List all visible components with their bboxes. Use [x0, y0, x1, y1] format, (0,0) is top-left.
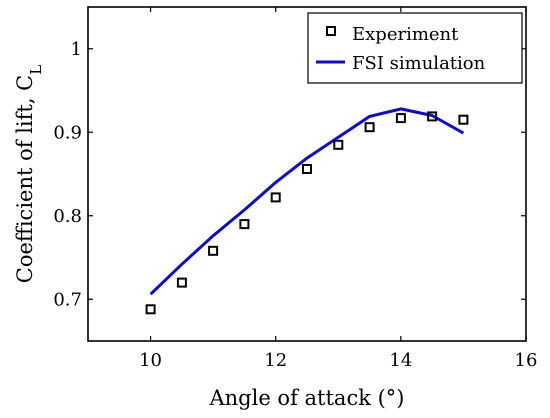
series-line-fsi-simulation — [149, 107, 465, 296]
data-point-experiment — [176, 277, 187, 288]
x-tick-label: 10 — [139, 350, 162, 371]
data-point-experiment — [208, 245, 219, 256]
x-tick-label: 12 — [264, 350, 287, 371]
y-axis-title: Coefficient of lift, CL — [13, 65, 45, 283]
x-tick-label: 14 — [389, 350, 412, 371]
legend-marker-experiment — [326, 26, 336, 36]
y-tick-labels: 0.7 0.8 0.9 1 — [53, 39, 82, 311]
data-point-experiment — [458, 114, 469, 125]
y-tick-label: 0.9 — [53, 122, 82, 143]
y-tick-label: 0.7 — [53, 289, 82, 310]
y-axis-title-subscript: L — [27, 65, 45, 75]
x-tick-label: 16 — [515, 350, 538, 371]
data-point-experiment — [333, 139, 344, 150]
y-tick-label: 0.8 — [53, 206, 82, 227]
data-point-experiment — [427, 111, 438, 122]
legend: Experiment FSI simulation — [307, 12, 523, 84]
y-axis-title-text: Coefficient of lift, C — [13, 75, 37, 283]
data-point-experiment — [302, 164, 312, 174]
legend-label-experiment: Experiment — [352, 24, 459, 45]
plot-frame — [87, 6, 527, 342]
data-point-experiment — [270, 192, 281, 203]
data-point-experiment — [395, 113, 406, 124]
data-point-experiment — [239, 219, 250, 230]
x-axis-title: Angle of attack (°) — [208, 386, 404, 410]
data-point-experiment — [364, 122, 375, 133]
data-point-experiment — [145, 304, 156, 315]
legend-label-fsi: FSI simulation — [352, 53, 486, 74]
x-tick-labels: 10 12 14 16 — [139, 350, 537, 371]
legend-box — [307, 12, 523, 84]
y-tick-label: 1 — [71, 39, 82, 60]
series-layer — [145, 107, 469, 315]
axis-ticks — [88, 7, 527, 341]
